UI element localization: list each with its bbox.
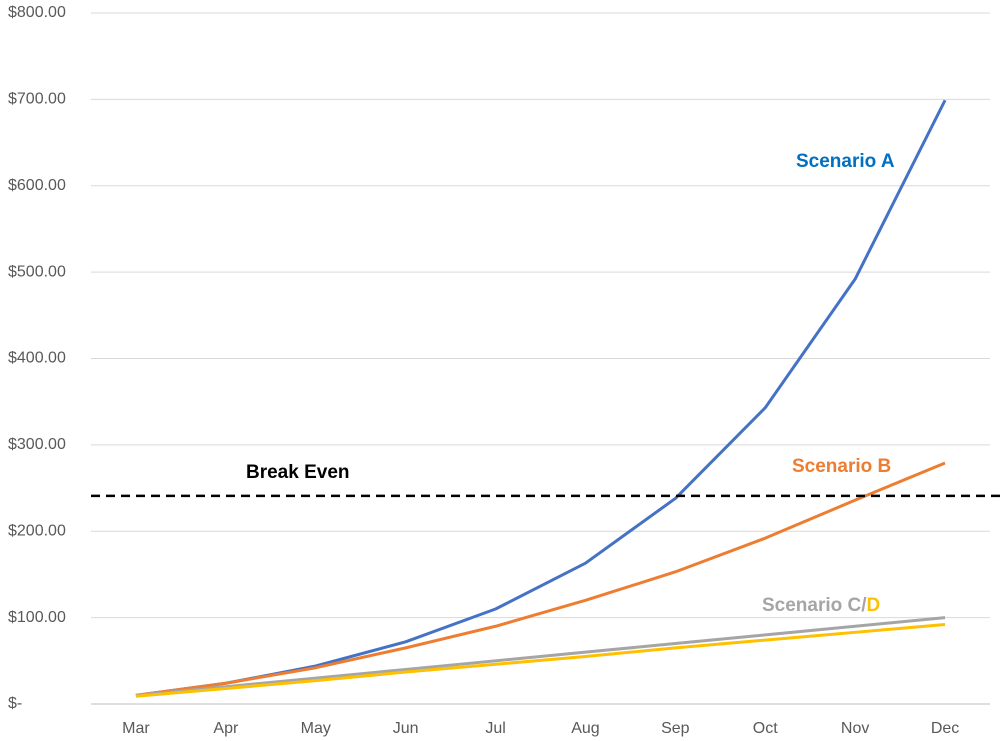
series-label: Scenario C/D — [762, 595, 880, 616]
x-tick-label: Nov — [841, 720, 869, 737]
y-tick-label: $700.00 — [8, 91, 66, 108]
series-label: Scenario B — [792, 456, 891, 477]
series-label-part: D — [867, 595, 881, 616]
y-tick-label: $800.00 — [8, 4, 66, 21]
plot: $- $100.00 $200.00 $300.00 $400.00 $500.00 $60… — [8, 4, 1003, 737]
y-tick-label: $- — [8, 695, 22, 712]
x-tick-label: Apr — [213, 720, 239, 737]
series-line — [135, 461, 946, 697]
series-line — [135, 616, 946, 697]
series-label: Scenario A — [796, 151, 895, 172]
y-tick-label: $300.00 — [8, 436, 66, 453]
break-even-label: Break Even — [246, 462, 350, 483]
y-tick-label: $200.00 — [8, 522, 66, 539]
y-tick-label: $500.00 — [8, 263, 66, 280]
x-tick-label: Dec — [931, 720, 959, 737]
x-tick-label: Jul — [485, 720, 505, 737]
x-tick-label: Aug — [571, 720, 599, 737]
x-tick-label: Oct — [753, 720, 778, 737]
series-line — [135, 623, 946, 698]
series-label-part: Scenario C/ — [762, 595, 867, 616]
y-tick-label: $100.00 — [8, 609, 66, 626]
y-tick-label: $400.00 — [8, 350, 66, 367]
x-tick-label: Mar — [122, 720, 150, 737]
x-tick-label: Sep — [661, 720, 690, 737]
x-tick-label: Jun — [393, 720, 419, 737]
x-tick-label: May — [301, 720, 331, 737]
y-tick-label: $600.00 — [8, 177, 66, 194]
